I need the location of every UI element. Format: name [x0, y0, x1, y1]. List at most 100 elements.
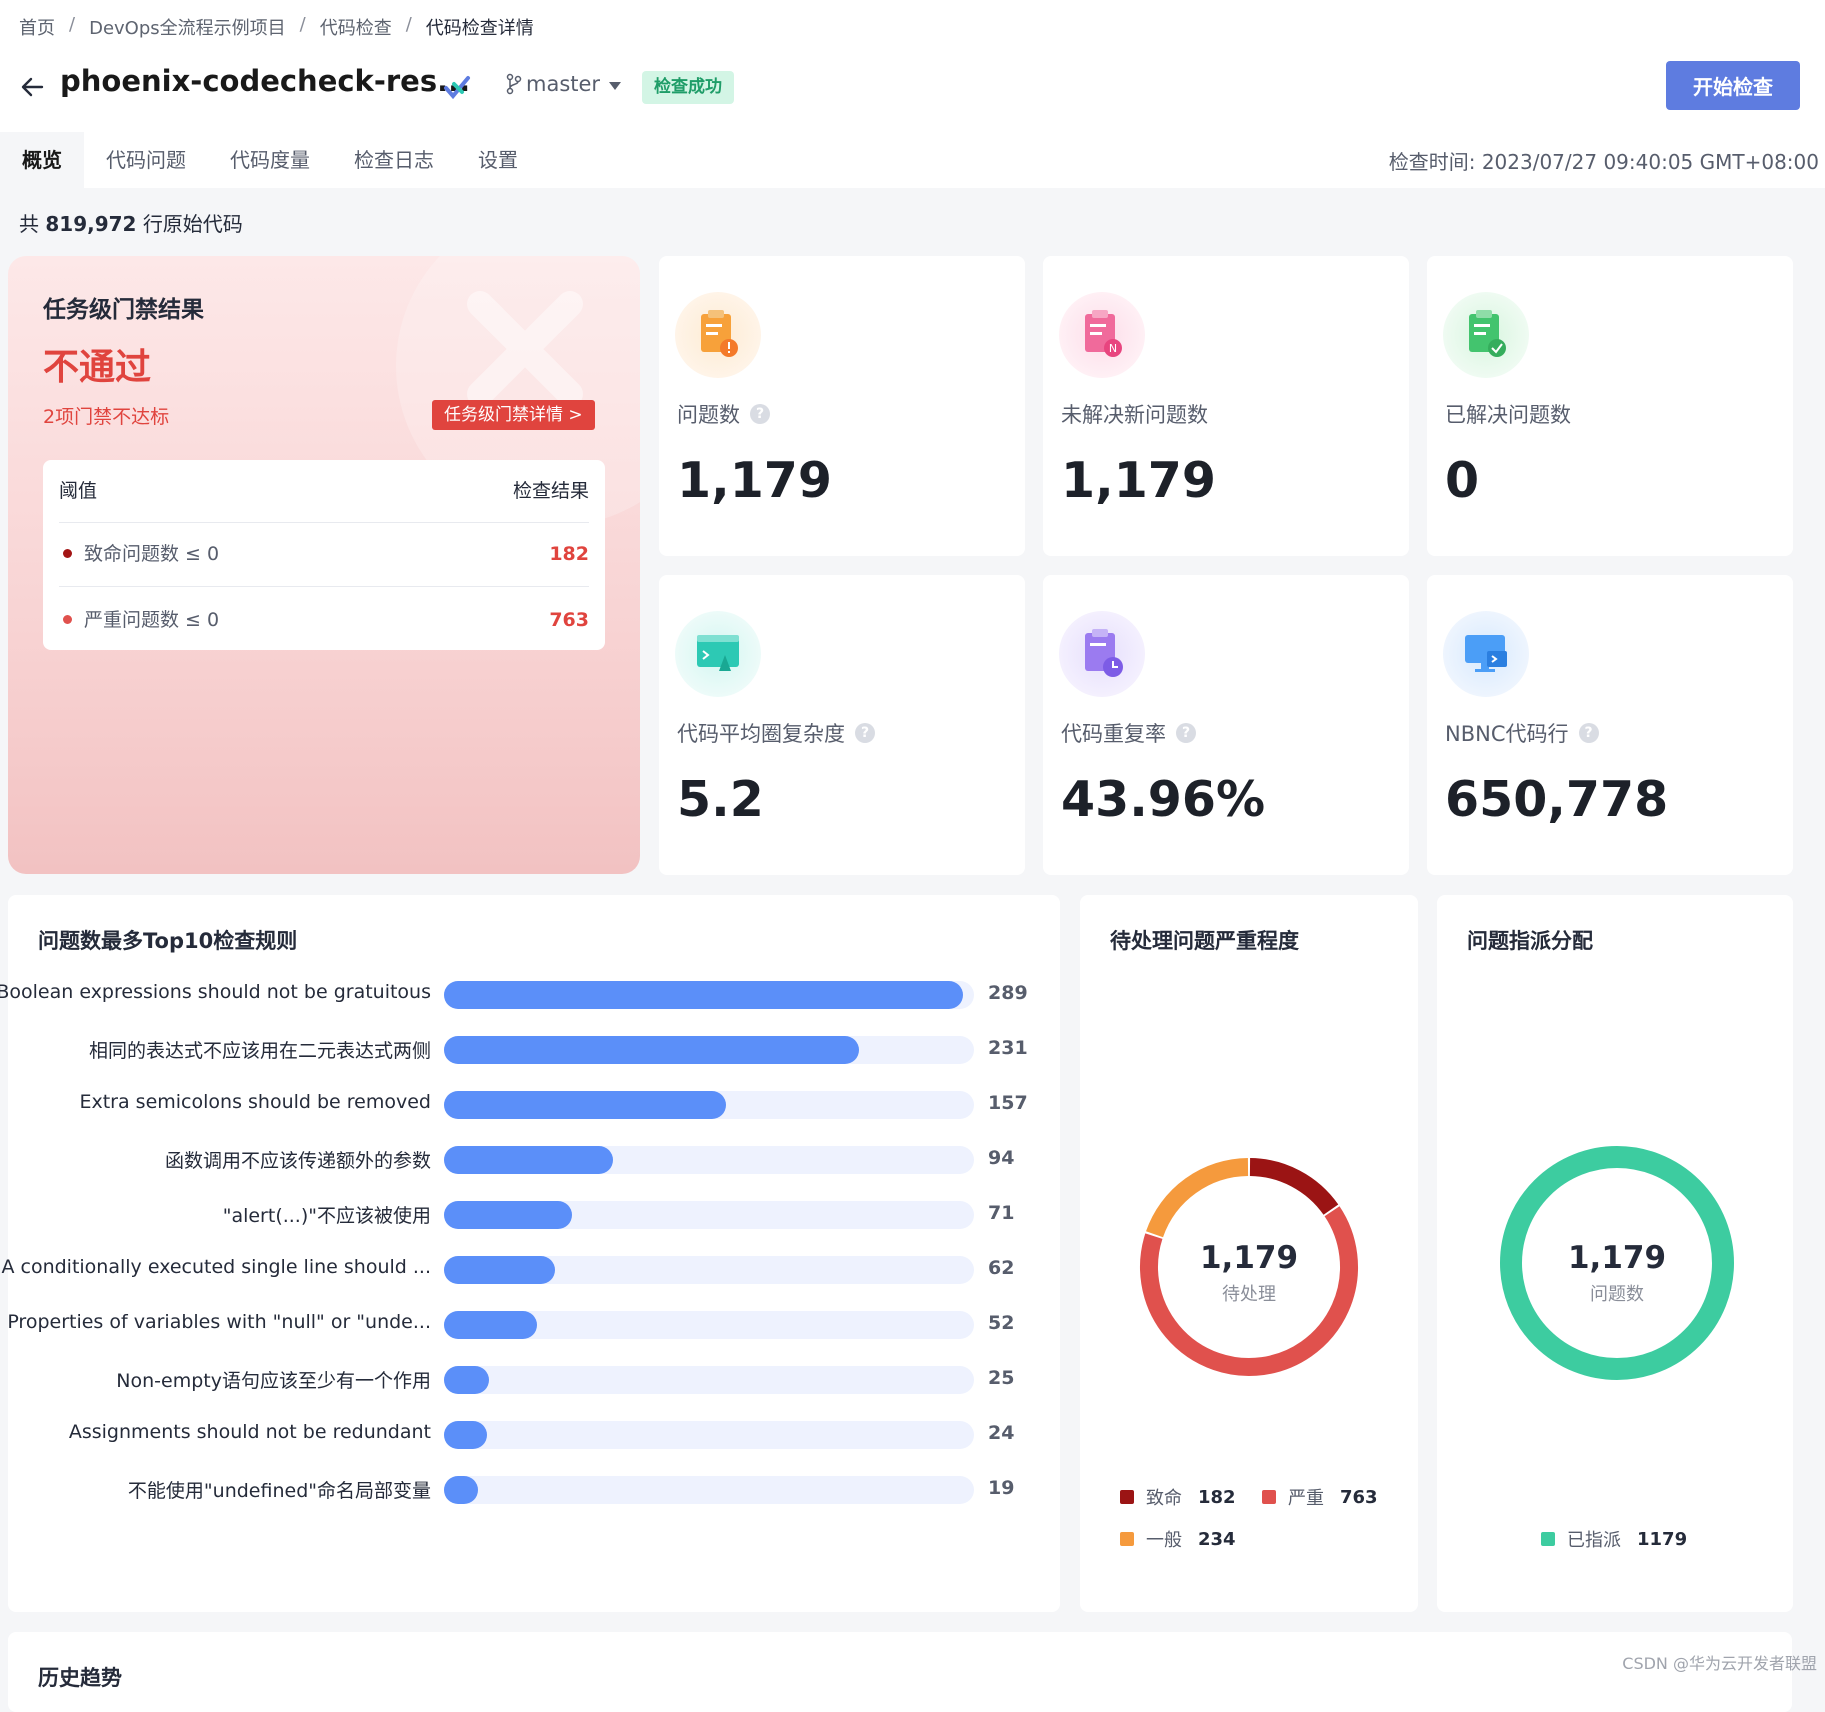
severe-dot: [63, 615, 72, 624]
bar-label: "alert(...)"不应该被使用: [222, 1205, 431, 1227]
legend-fatal[interactable]: 致命 182: [1120, 1484, 1236, 1510]
metric-card-issues[interactable]: 问题数? 1,179: [659, 256, 1025, 556]
resolved-check-icon: [1443, 292, 1529, 378]
metric-label: 已解决问题数: [1445, 403, 1571, 427]
legend-normal[interactable]: 一般 234: [1120, 1526, 1236, 1552]
tab-settings[interactable]: 设置: [478, 148, 518, 172]
breadcrumb-codecheck[interactable]: 代码检查: [319, 18, 392, 39]
donut-slice-已指派[interactable]: [1500, 1146, 1734, 1380]
bar-label: Properties of variables with "null" or "…: [7, 1311, 431, 1333]
tab-code-issues[interactable]: 代码问题: [106, 148, 186, 172]
metric-label: 未解决新问题数: [1061, 403, 1208, 427]
assignment-donut-chart: [1500, 1146, 1734, 1380]
metric-card-nbnc[interactable]: NBNC代码行? 650,778: [1427, 575, 1793, 875]
gate-table-header: 阈值 检查结果: [59, 460, 589, 523]
bar-track[interactable]: [444, 1146, 974, 1174]
breadcrumb-separator: /: [69, 14, 76, 35]
loc-prefix: 共: [19, 212, 39, 236]
gate-result-card: 任务级门禁结果 不通过 2项门禁不达标 任务级门禁详情 > 阈值 检查结果 致命…: [8, 256, 640, 874]
bar[interactable]: [444, 1036, 860, 1064]
bar-value-label: 52: [988, 1312, 1015, 1334]
bar-value-label: 94: [988, 1147, 1015, 1169]
duplication-clock-icon: [1059, 611, 1145, 697]
bar-label: 函数调用不应该传递额外的参数: [164, 1150, 431, 1172]
complexity-icon: [675, 611, 761, 697]
metric-card-complexity[interactable]: 代码平均圈复杂度? 5.2: [659, 575, 1025, 875]
repo-link-icon[interactable]: [442, 72, 472, 102]
bar-track[interactable]: [444, 1091, 974, 1119]
tab-check-log[interactable]: 检查日志: [354, 148, 434, 172]
gate-row-value: 182: [549, 543, 589, 565]
panel-title: 问题指派分配: [1467, 929, 1593, 953]
bar[interactable]: [444, 1421, 488, 1449]
metric-card-new-unresolved[interactable]: N 未解决新问题数 1,179: [1043, 256, 1409, 556]
severity-donut-chart: [1140, 1158, 1358, 1376]
legend-swatch: [1120, 1490, 1134, 1504]
metric-card-resolved[interactable]: 已解决问题数 0: [1427, 256, 1793, 556]
legend-swatch: [1541, 1532, 1555, 1546]
severity-total: 1,179: [1199, 1240, 1299, 1276]
legend-assigned[interactable]: 已指派 1179: [1541, 1526, 1687, 1552]
legend-severe[interactable]: 严重 763: [1262, 1484, 1378, 1510]
metric-value: 1,179: [677, 452, 832, 509]
history-trend-panel: 历史趋势: [8, 1632, 1792, 1712]
bar[interactable]: [444, 1146, 613, 1174]
gate-row-fatal: 致命问题数 ≤ 0 182: [59, 522, 589, 587]
gate-row-label: 严重问题数 ≤ 0: [84, 609, 220, 631]
gate-detail-button[interactable]: 任务级门禁详情 >: [432, 400, 595, 430]
gate-result: 不通过: [43, 347, 152, 388]
donut-slice-一般[interactable]: [1146, 1158, 1249, 1238]
help-icon[interactable]: ?: [1578, 723, 1599, 743]
tab-overview[interactable]: 概览: [0, 132, 84, 188]
chevron-down-icon[interactable]: [608, 80, 622, 92]
bar[interactable]: [444, 1366, 489, 1394]
severity-donut-center: 1,179 待处理: [1149, 1240, 1349, 1306]
severity-total-label: 待处理: [1222, 1284, 1276, 1305]
bar-track[interactable]: [444, 1311, 974, 1339]
bar-track[interactable]: [444, 1421, 974, 1449]
assignment-donut-center: 1,179 问题数: [1517, 1240, 1717, 1306]
tab-code-metrics[interactable]: 代码度量: [230, 148, 310, 172]
bar-value-label: 157: [988, 1092, 1028, 1114]
metric-card-duplication[interactable]: 代码重复率? 43.96%: [1043, 575, 1409, 875]
bar-label: Extra semicolons should be removed: [79, 1091, 431, 1113]
bar[interactable]: [444, 1201, 572, 1229]
new-issue-icon: N: [1059, 292, 1145, 378]
donut-slice-严重[interactable]: [1140, 1206, 1358, 1376]
breadcrumb-home[interactable]: 首页: [19, 18, 55, 39]
bar-label: Assignments should not be redundant: [68, 1421, 431, 1443]
help-icon[interactable]: ?: [750, 404, 770, 424]
breadcrumb-separator: /: [299, 14, 306, 35]
donut-slice-致命[interactable]: [1249, 1158, 1339, 1216]
bar-track[interactable]: [444, 981, 974, 1009]
bar[interactable]: [444, 1476, 479, 1504]
bar-label: 不能使用"undefined"命名局部变量: [127, 1480, 431, 1502]
page-header: 首页 / DevOps全流程示例项目 / 代码检查 / 代码检查详情 phoen…: [0, 0, 1825, 188]
help-icon[interactable]: ?: [1176, 723, 1196, 743]
fail-x-icon: [467, 291, 583, 407]
bar[interactable]: [444, 981, 964, 1009]
severity-panel: 待处理问题严重程度 1,179 待处理 致命 182 严重 763 一般 234: [1080, 895, 1418, 1612]
start-check-button[interactable]: 开始检查: [1666, 61, 1800, 110]
legend-swatch: [1262, 1490, 1276, 1504]
bar-track[interactable]: [444, 1036, 974, 1064]
bar-value-label: 62: [988, 1257, 1015, 1279]
bar[interactable]: [444, 1311, 538, 1339]
bar-track[interactable]: [444, 1476, 974, 1504]
back-arrow-icon[interactable]: [16, 70, 50, 104]
help-icon[interactable]: ?: [855, 723, 875, 743]
bar-value-label: 24: [988, 1422, 1015, 1444]
metric-value: 650,778: [1445, 771, 1669, 828]
bar-track[interactable]: [444, 1256, 974, 1284]
bar-track[interactable]: [444, 1201, 974, 1229]
tab-bar: 概览 代码问题 代码度量 检查日志 设置: [0, 132, 540, 188]
bar-label: Boolean expressions should not be gratui…: [0, 981, 431, 1003]
bar-value-label: 19: [988, 1477, 1015, 1499]
branch-selector[interactable]: master: [506, 72, 600, 96]
bar-track[interactable]: [444, 1366, 974, 1394]
breadcrumb-separator: /: [405, 14, 412, 35]
bar[interactable]: [444, 1091, 727, 1119]
breadcrumb-project[interactable]: DevOps全流程示例项目: [89, 18, 286, 39]
result-header: 检查结果: [512, 480, 589, 502]
bar[interactable]: [444, 1256, 556, 1284]
